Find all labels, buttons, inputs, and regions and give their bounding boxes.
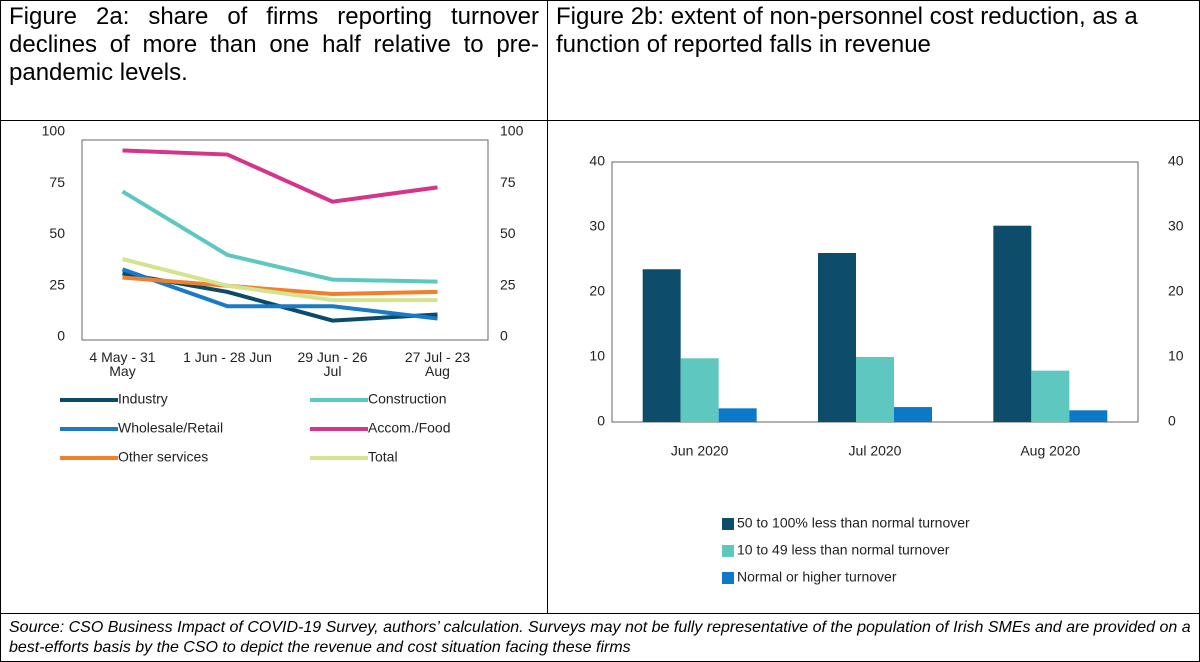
bar [718, 408, 757, 422]
legend-label: Wholesale/Retail [118, 420, 223, 436]
series-line [122, 148, 438, 204]
y-tick-label: 30 [589, 218, 605, 234]
y2-tick-label: 75 [500, 174, 516, 190]
y-tick-label: 50 [49, 225, 65, 241]
y2-tick-label: 40 [1168, 153, 1184, 169]
legend-label: Total [368, 449, 398, 465]
x-tick-label: Aug 2020 [1020, 443, 1080, 459]
y2-tick-label: 10 [1168, 348, 1184, 364]
y2-tick-label: 25 [500, 276, 516, 292]
legend-label: Industry [118, 391, 168, 407]
bar [818, 253, 856, 422]
bar [680, 358, 719, 422]
bar [1031, 370, 1070, 422]
bar [856, 357, 894, 422]
series-line [121, 189, 438, 284]
y2-tick-label: 30 [1168, 218, 1184, 234]
x-tick-label: 27 Jul - 23 Aug [404, 349, 471, 379]
legend-label: Other services [118, 449, 208, 465]
legend-swatch [722, 572, 734, 584]
legend-label: Construction [368, 391, 447, 407]
y2-tick-label: 0 [500, 328, 508, 344]
series-line [122, 257, 438, 303]
x-tick-label: 1 Jun - 28 Jun [183, 349, 272, 365]
figure-caption: Figure 2a: share of firms reporting turn… [0, 0, 548, 121]
y-tick-label: 20 [589, 283, 605, 299]
legend-label: 10 to 49 less than normal turnover [737, 542, 950, 558]
y2-tick-label: 100 [500, 123, 524, 139]
legend-label: Normal or higher turnover [737, 569, 897, 585]
legend-swatch [722, 518, 734, 530]
bar [1069, 410, 1108, 422]
y-tick-label: 100 [42, 123, 66, 139]
bar [993, 225, 1032, 422]
y-tick-label: 0 [57, 328, 65, 344]
bar [894, 407, 932, 422]
series-line [121, 267, 438, 321]
y-tick-label: 0 [597, 413, 605, 429]
bar [642, 269, 681, 422]
series-line [122, 275, 438, 296]
plot-frame [81, 139, 489, 341]
legend-swatch [722, 545, 734, 557]
y-tick-label: 10 [589, 348, 605, 364]
x-tick-label: 4 May - 31 May [89, 349, 156, 379]
y2-tick-label: 0 [1168, 413, 1176, 429]
x-tick-label: 29 Jun - 26 Jul [297, 349, 368, 379]
legend-label: 50 to 100% less than normal turnover [737, 515, 970, 531]
x-tick-label: Jul 2020 [849, 443, 902, 459]
y-tick-label: 25 [49, 276, 65, 292]
y-tick-label: 40 [589, 153, 605, 169]
x-tick-label: Jun 2020 [671, 443, 729, 459]
y-tick-label: 75 [49, 174, 65, 190]
y2-tick-label: 50 [500, 225, 516, 241]
legend-label: Accom./Food [368, 420, 450, 436]
y2-tick-label: 20 [1168, 283, 1184, 299]
